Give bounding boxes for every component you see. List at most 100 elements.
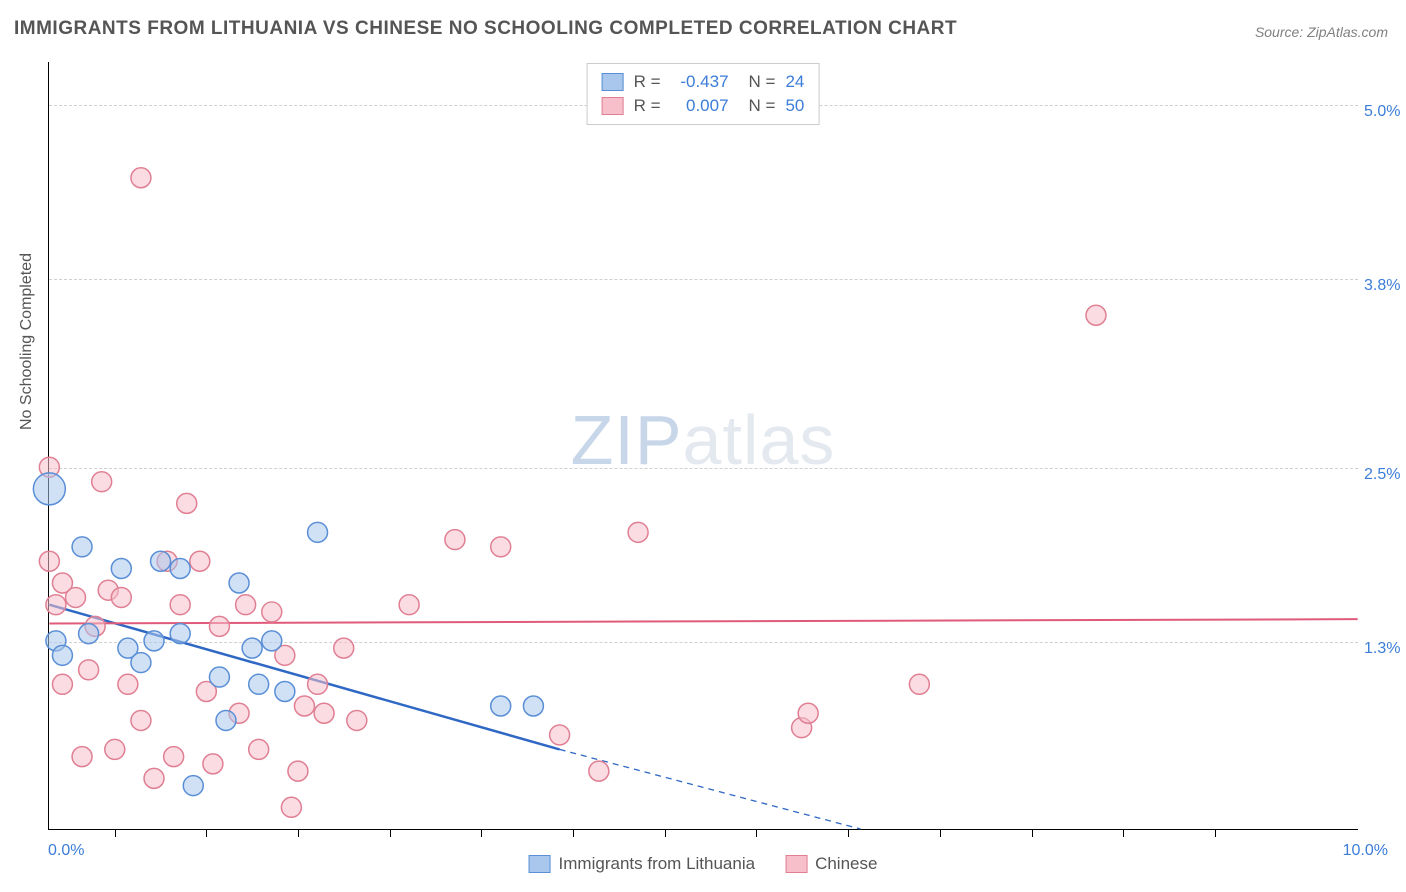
data-point xyxy=(39,551,59,571)
legend-r-label: R = xyxy=(634,72,661,92)
data-point xyxy=(52,674,72,694)
data-point xyxy=(491,696,511,716)
data-point xyxy=(399,595,419,615)
data-point xyxy=(628,522,648,542)
data-point xyxy=(164,747,184,767)
y-axis-label: No Schooling Completed xyxy=(18,253,36,430)
chart-title: IMMIGRANTS FROM LITHUANIA VS CHINESE NO … xyxy=(14,18,957,40)
data-point xyxy=(249,739,269,759)
data-point xyxy=(262,602,282,622)
x-tick-mark xyxy=(1032,829,1033,837)
x-tick-mark xyxy=(848,829,849,837)
legend-n-label: N = xyxy=(749,96,776,116)
data-point xyxy=(151,551,171,571)
x-tick-mark xyxy=(1215,829,1216,837)
data-point xyxy=(111,559,131,579)
data-point xyxy=(131,710,151,730)
data-point xyxy=(72,747,92,767)
legend-r-value: -0.437 xyxy=(671,72,729,92)
data-point xyxy=(170,559,190,579)
legend-row: R = -0.437 N = 24 xyxy=(602,70,805,94)
data-point xyxy=(1086,305,1106,325)
data-point xyxy=(79,660,99,680)
legend-n-label: N = xyxy=(749,72,776,92)
data-point xyxy=(177,493,197,513)
legend-swatch xyxy=(785,855,807,873)
scatter-plot-svg xyxy=(49,62,1358,829)
data-point xyxy=(334,638,354,658)
data-point xyxy=(33,473,65,505)
data-point xyxy=(445,530,465,550)
data-point xyxy=(281,797,301,817)
legend-swatch xyxy=(529,855,551,873)
correlation-legend: R = -0.437 N = 24 R = 0.007 N = 50 xyxy=(587,63,820,125)
data-point xyxy=(131,653,151,673)
legend-item: Immigrants from Lithuania xyxy=(529,854,756,874)
data-point xyxy=(183,776,203,796)
data-point xyxy=(308,522,328,542)
x-tick-mark xyxy=(756,829,757,837)
x-tick-mark xyxy=(665,829,666,837)
data-point xyxy=(314,703,334,723)
legend-r-label: R = xyxy=(634,96,661,116)
x-tick-mark xyxy=(206,829,207,837)
x-tick-mark xyxy=(390,829,391,837)
data-point xyxy=(66,587,86,607)
data-point xyxy=(249,674,269,694)
data-point xyxy=(72,537,92,557)
series-legend: Immigrants from Lithuania Chinese xyxy=(529,854,878,874)
data-point xyxy=(216,710,236,730)
data-point xyxy=(79,624,99,644)
data-point xyxy=(262,631,282,651)
legend-r-value: 0.007 xyxy=(671,96,729,116)
data-point xyxy=(242,638,262,658)
data-point xyxy=(131,168,151,188)
legend-label: Immigrants from Lithuania xyxy=(559,854,756,874)
legend-swatch xyxy=(602,97,624,115)
x-tick-mark xyxy=(481,829,482,837)
x-tick-mark xyxy=(940,829,941,837)
data-point xyxy=(144,768,164,788)
data-point xyxy=(118,674,138,694)
y-tick-label: 3.8% xyxy=(1364,277,1398,295)
source-attribution: Source: ZipAtlas.com xyxy=(1255,24,1388,40)
y-tick-label: 2.5% xyxy=(1364,466,1398,484)
legend-label: Chinese xyxy=(815,854,877,874)
data-point xyxy=(52,645,72,665)
data-point xyxy=(347,710,367,730)
legend-row: R = 0.007 N = 50 xyxy=(602,94,805,118)
x-tick-mark xyxy=(1123,829,1124,837)
legend-swatch xyxy=(602,73,624,91)
data-point xyxy=(170,595,190,615)
data-point xyxy=(111,587,131,607)
data-point xyxy=(308,674,328,694)
data-point xyxy=(105,739,125,759)
x-axis-max-label: 10.0% xyxy=(1343,842,1388,860)
y-tick-label: 5.0% xyxy=(1364,103,1398,121)
data-point xyxy=(209,667,229,687)
x-tick-mark xyxy=(573,829,574,837)
data-point xyxy=(236,595,256,615)
data-point xyxy=(294,696,314,716)
data-point xyxy=(209,616,229,636)
data-point xyxy=(491,537,511,557)
data-point xyxy=(46,595,66,615)
data-point xyxy=(550,725,570,745)
data-point xyxy=(144,631,164,651)
x-axis-min-label: 0.0% xyxy=(48,842,84,860)
data-point xyxy=(798,703,818,723)
x-tick-mark xyxy=(115,829,116,837)
data-point xyxy=(190,551,210,571)
legend-item: Chinese xyxy=(785,854,877,874)
data-point xyxy=(203,754,223,774)
legend-n-value: 50 xyxy=(785,96,804,116)
data-point xyxy=(170,624,190,644)
data-point xyxy=(523,696,543,716)
x-tick-mark xyxy=(298,829,299,837)
data-point xyxy=(229,573,249,593)
data-point xyxy=(288,761,308,781)
data-point xyxy=(92,472,112,492)
data-point xyxy=(909,674,929,694)
legend-n-value: 24 xyxy=(785,72,804,92)
data-point xyxy=(275,682,295,702)
